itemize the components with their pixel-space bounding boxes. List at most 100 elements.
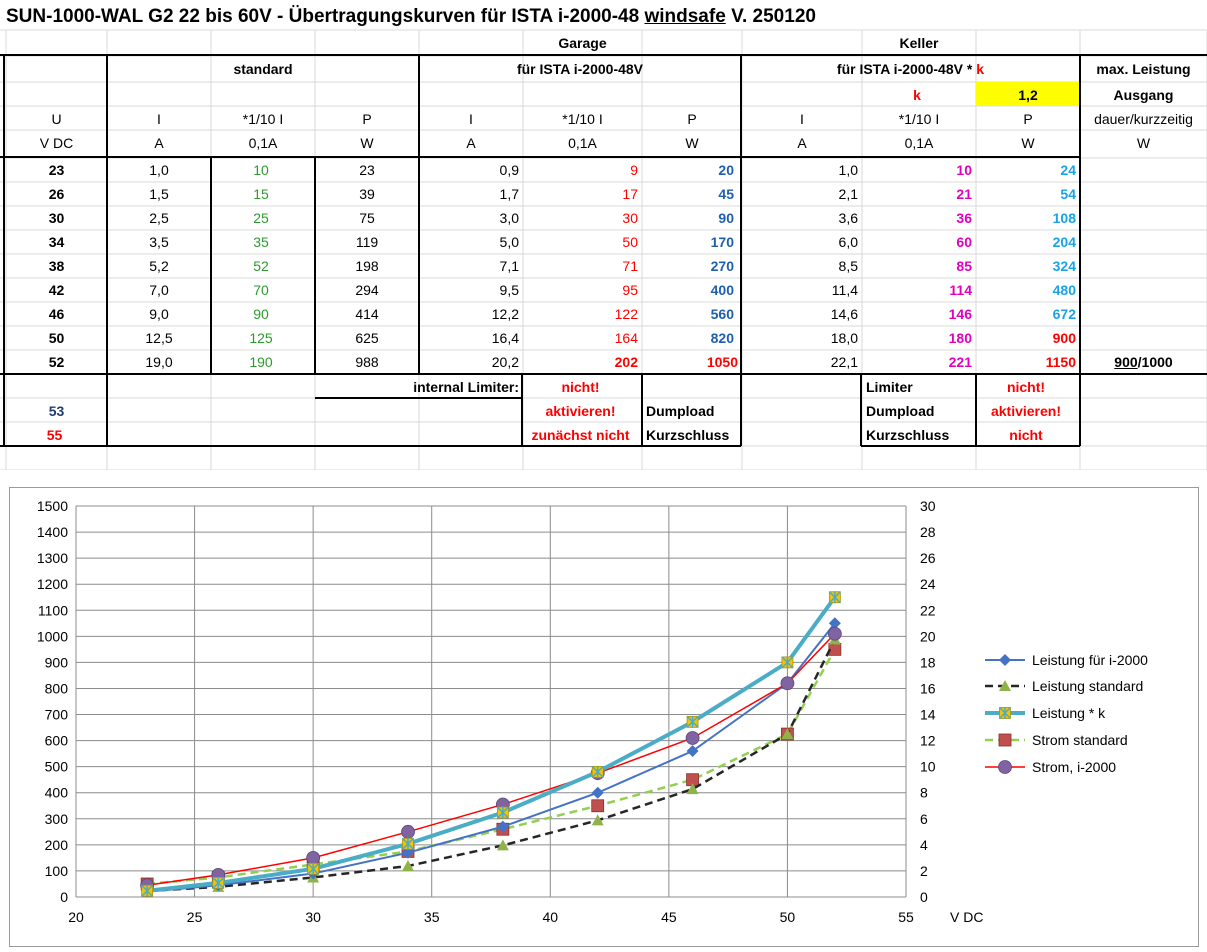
k-value: 1,2: [1018, 87, 1038, 103]
x-axis-label: V DC: [950, 909, 983, 925]
k-value-highlight: [976, 82, 1079, 106]
y-right-tick-label: 4: [920, 837, 928, 853]
title-underlined: windsafe: [644, 6, 726, 27]
data-cell-i_k: 6,0: [838, 234, 858, 250]
data-cell-i_k: 14,6: [830, 306, 858, 322]
data-point-starsquare: [496, 806, 509, 819]
title-main: SUN-1000-WAL G2 22 bis 60V - Übertragung…: [6, 6, 640, 27]
legend-label: Leistung für i-2000: [1032, 652, 1148, 668]
unit-header: W: [360, 135, 374, 151]
data-cell-t_k: 146: [948, 306, 972, 322]
data-point-circle: [998, 760, 1012, 774]
data-cell-p_k: 672: [1052, 306, 1076, 322]
data-cell-i_k: 2,1: [838, 186, 858, 202]
data-point-triangle: [686, 783, 699, 795]
data-cell-p_std: 119: [355, 234, 379, 250]
legend-label: Strom, i-2000: [1032, 759, 1116, 775]
keller-limiter-nicht: nicht!: [1006, 379, 1046, 395]
legend-item: Strom, i-2000: [985, 759, 1116, 775]
y-left-tick-label: 700: [45, 707, 69, 723]
y-left-tick-label: 1100: [38, 602, 68, 618]
series-2: [141, 591, 841, 897]
data-point-starsquare: [401, 837, 415, 850]
data-cell-t_k: 10: [956, 162, 972, 178]
data-cell-p_k: 54: [1060, 186, 1076, 202]
internal-limiter-label: internal Limiter:: [413, 379, 519, 395]
y-right-tick-label: 8: [920, 785, 928, 801]
series-line: [147, 648, 836, 886]
data-cell-i_k: 18,0: [830, 330, 858, 346]
data-cell-t_g: 50: [622, 234, 638, 250]
ausgang-label: Ausgang: [1113, 87, 1174, 103]
data-cell-i_std: 12,5: [145, 330, 173, 346]
y-left-tick-label: 0: [60, 889, 68, 905]
max-leistung-value: 900/1000: [1080, 350, 1207, 374]
y-left-tick-label: 400: [45, 785, 69, 801]
data-cell-p_g: 90: [718, 210, 734, 226]
y-left-tick-label: 1500: [37, 498, 68, 514]
section-keller-k: k: [976, 61, 985, 77]
data-cell-t_std: 15: [253, 186, 269, 202]
data-cell-t_g: 17: [622, 186, 638, 202]
legend-item: Leistung standard: [985, 678, 1143, 694]
kurzschluss-zunaechst-nicht: zunächst nicht: [531, 427, 630, 443]
sheet-title: SUN-1000-WAL G2 22 bis 60V - Übertragung…: [6, 4, 816, 30]
data-cell-i_g: 5,0: [499, 234, 519, 250]
y-left-tick-label: 1200: [37, 576, 68, 592]
data-cell-p_std: 988: [355, 354, 379, 370]
data-cell-i_g: 0,9: [499, 162, 519, 178]
data-point-diamond: [402, 846, 414, 859]
y-right-tick-label: 0: [920, 889, 928, 905]
data-point-starsquare: [781, 656, 794, 669]
y-left-tick-label: 1400: [37, 524, 68, 540]
y-right-tick-label: 24: [920, 576, 936, 592]
unit-header: V DC: [39, 135, 74, 151]
data-cell-i_std: 3,5: [149, 234, 169, 250]
data-point-starsquare: [828, 591, 841, 604]
data-cell-i_k: 11,4: [831, 282, 858, 298]
data-cell-i_std: 9,0: [149, 306, 169, 322]
chart-area[interactable]: 0 100 200 300 400 500 600 700 800 900 1000 1100 1200…: [9, 487, 1199, 947]
data-point-circle: [685, 731, 700, 745]
series-line: [147, 622, 836, 893]
y-right-tick-label: 16: [920, 680, 936, 696]
data-cell-i_std: 7,0: [149, 282, 169, 298]
data-point-diamond: [591, 786, 604, 799]
unit-header: W: [1021, 135, 1035, 151]
data-cell-i_g: 3,0: [499, 210, 519, 226]
data-point-triangle: [496, 839, 509, 851]
series-line: [147, 638, 836, 893]
section-standard-label: standard: [233, 61, 293, 77]
x-tick-label: 25: [187, 909, 203, 925]
dumpload-aktivieren: aktivieren!: [545, 403, 616, 419]
data-point-circle: [780, 676, 795, 691]
data-point-diamond: [828, 617, 841, 630]
voltage-53: 53: [48, 403, 65, 419]
data-cell-i_k: 3,6: [838, 210, 858, 226]
keller-dumpload-label: Dumpload: [866, 403, 935, 419]
y-right-tick-label: 26: [920, 550, 936, 566]
column-header: *1/10 I: [898, 111, 940, 127]
keller-kurzschluss-label: Kurzschluss: [866, 427, 950, 443]
data-cell-i_g: 9,5: [499, 282, 519, 298]
data-cell-p_g: 20: [718, 162, 734, 178]
max-kurzzeitig: /1000: [1137, 354, 1173, 370]
y-left-tick-label: 900: [45, 654, 69, 670]
y-right-tick-label: 28: [920, 524, 936, 540]
group-garage-label: Garage: [558, 35, 607, 51]
y-left-tick-label: 300: [45, 811, 69, 827]
data-point-starsquare: [686, 715, 699, 728]
series-line: [146, 596, 837, 893]
data-cell-u: 52: [48, 354, 65, 370]
data-cell-t_g: 71: [622, 258, 638, 274]
data-cell-u: 34: [48, 234, 65, 250]
y-right-tick-label: 6: [920, 811, 928, 827]
column-header: U: [51, 111, 62, 127]
y-right-tick-label: 12: [920, 733, 936, 749]
data-cell-i_k: 1,0: [838, 162, 858, 178]
data-cell-p_k: 324: [1052, 258, 1076, 274]
data-cell-i_g: 16,4: [491, 330, 519, 346]
data-cell-t_k: 36: [956, 210, 972, 226]
data-cell-t_g: 122: [614, 306, 638, 322]
y-left-tick-label: 800: [45, 680, 69, 696]
